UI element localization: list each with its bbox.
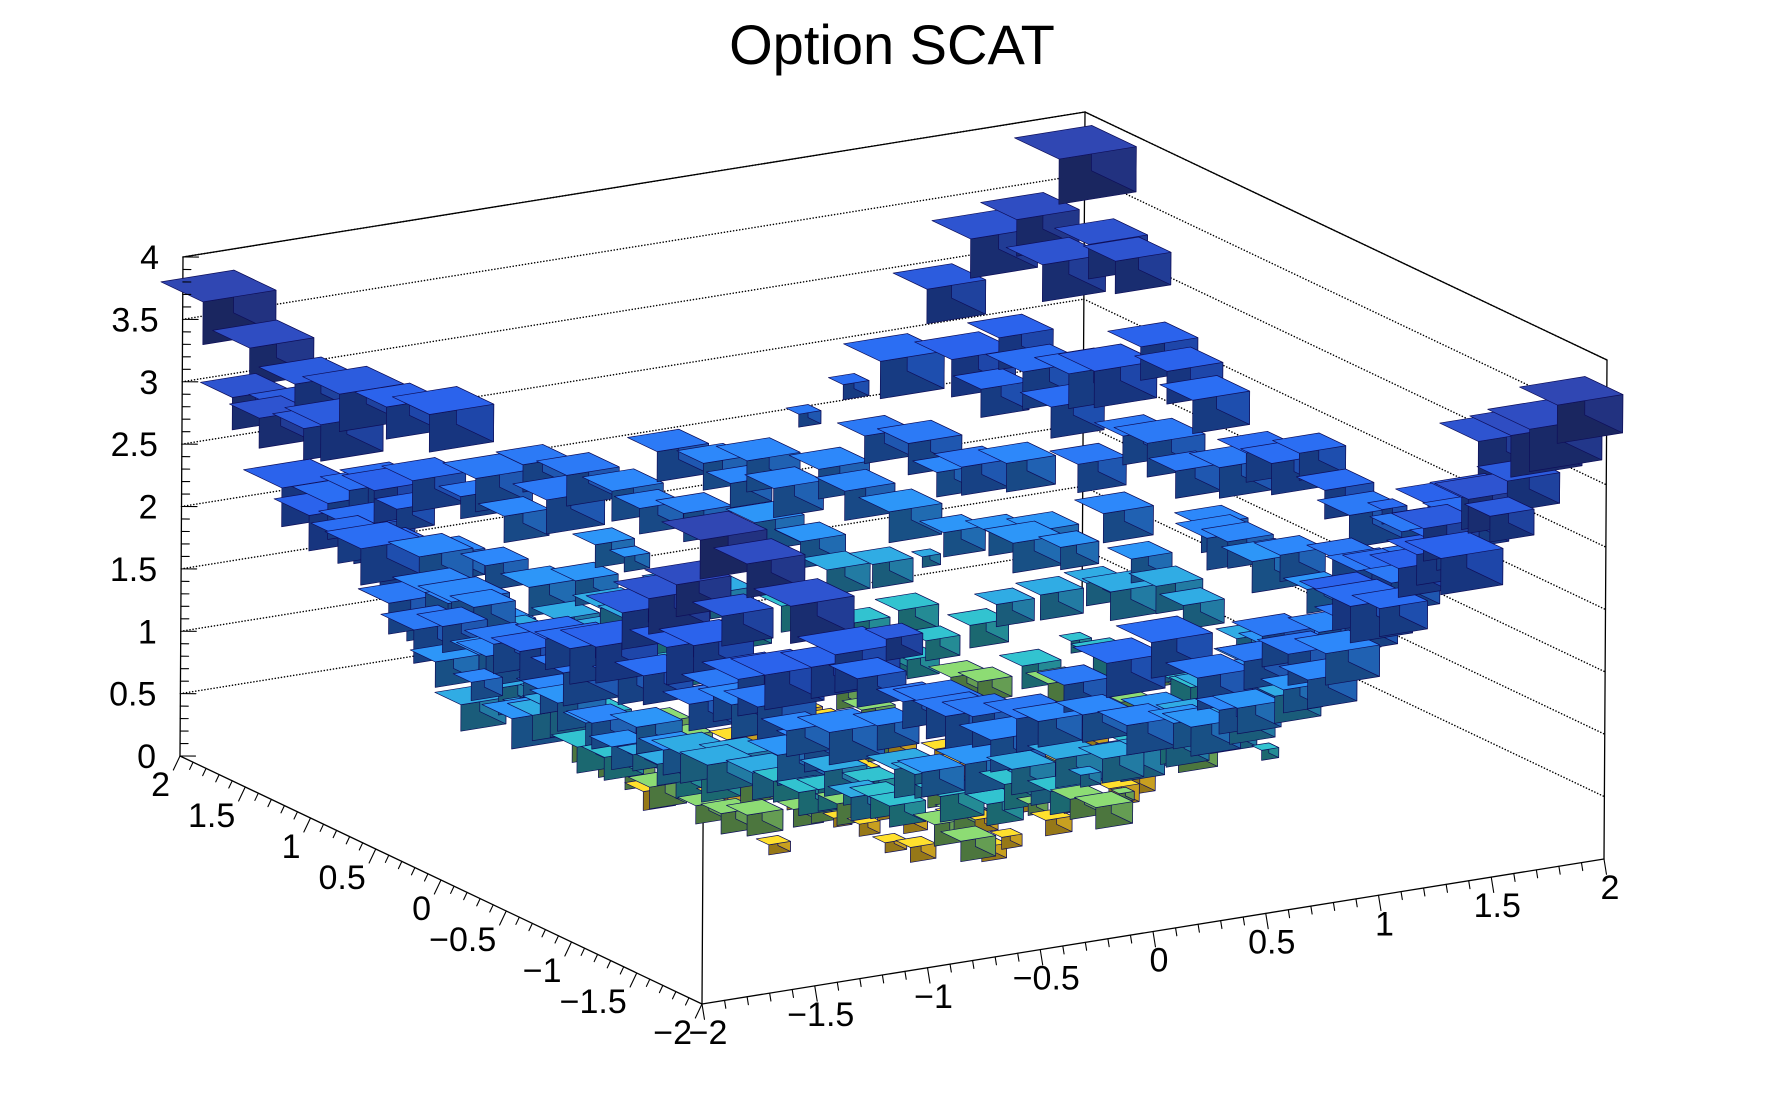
svg-text:2: 2 xyxy=(139,489,158,527)
svg-text:−1: −1 xyxy=(914,978,953,1016)
svg-text:3.5: 3.5 xyxy=(111,301,158,339)
svg-text:0.5: 0.5 xyxy=(109,676,156,714)
svg-text:0: 0 xyxy=(1150,942,1169,980)
svg-text:2: 2 xyxy=(1601,869,1620,907)
svg-text:−0.5: −0.5 xyxy=(1013,960,1080,998)
svg-text:−1.5: −1.5 xyxy=(787,996,854,1034)
svg-text:3: 3 xyxy=(139,364,158,402)
svg-text:−0.5: −0.5 xyxy=(429,921,496,959)
svg-text:0: 0 xyxy=(412,890,431,928)
svg-text:4: 4 xyxy=(140,239,159,277)
svg-text:1: 1 xyxy=(138,613,157,651)
svg-text:1: 1 xyxy=(1375,905,1394,943)
svg-text:2.5: 2.5 xyxy=(111,426,158,464)
svg-text:1.5: 1.5 xyxy=(1474,887,1521,925)
svg-text:1: 1 xyxy=(282,828,301,866)
svg-text:1.5: 1.5 xyxy=(188,797,235,835)
svg-text:−2: −2 xyxy=(653,1014,692,1052)
svg-text:−2: −2 xyxy=(689,1014,728,1052)
svg-text:0.5: 0.5 xyxy=(318,859,365,897)
svg-text:2: 2 xyxy=(151,766,170,804)
svg-text:−1.5: −1.5 xyxy=(560,983,627,1021)
svg-text:Option SCAT: Option SCAT xyxy=(729,13,1055,76)
svg-text:−1: −1 xyxy=(523,952,562,990)
svg-text:0.5: 0.5 xyxy=(1248,923,1295,961)
svg-text:1.5: 1.5 xyxy=(110,551,157,589)
